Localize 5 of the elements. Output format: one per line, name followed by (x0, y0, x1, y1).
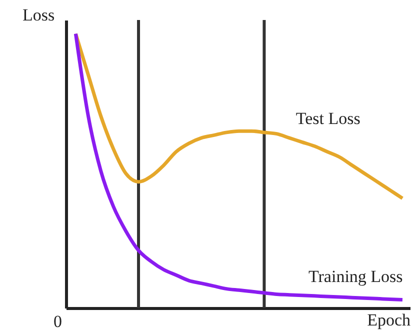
text: 0 (54, 312, 62, 331)
x-axis-title: Epoch (367, 310, 411, 330)
series-label: Test Loss (296, 109, 360, 128)
y-axis-title: Loss (22, 6, 55, 24)
series-label: Training Loss (308, 266, 403, 286)
